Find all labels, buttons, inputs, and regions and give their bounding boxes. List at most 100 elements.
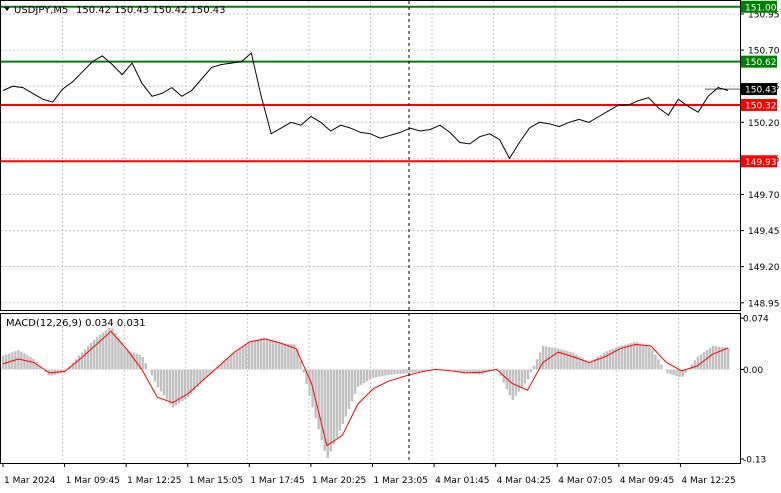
macd-bar [20, 351, 23, 370]
macd-bar [235, 350, 238, 370]
level-badge-label: 151.00 [745, 3, 777, 13]
time-tick-label: 1 Mar 20:25 [312, 476, 366, 486]
macd-bar [514, 369, 518, 396]
macd-bar [375, 369, 378, 378]
macd-bar [590, 360, 593, 370]
macd-bar [278, 342, 281, 370]
macd-bar [305, 369, 308, 385]
macd-bar [102, 332, 105, 370]
macd-bar [575, 354, 578, 370]
macd-bar [338, 369, 342, 431]
macd-bar [86, 346, 90, 370]
macd-bar [675, 369, 678, 377]
macd-bar [620, 345, 624, 370]
macd-bar [614, 347, 618, 370]
macd-bar [660, 364, 663, 370]
macd-bar [105, 330, 108, 370]
macd-bar [196, 369, 199, 388]
macd-bar [141, 357, 144, 370]
time-axis[interactable]: 1 Mar 2024 1 Mar 09:45 1 Mar 12:25 1 Mar 15… [2, 463, 736, 486]
macd-bar [359, 369, 363, 385]
macd-bar [205, 369, 208, 378]
current-price-badge [741, 83, 777, 96]
macd-bar [678, 369, 681, 378]
macd-bar [387, 369, 390, 376]
macd-bar [569, 351, 572, 370]
price-tick-label: 149.45 [748, 227, 780, 237]
macd-bar [165, 369, 169, 400]
macd-bar [326, 369, 329, 459]
macd-bar [508, 369, 511, 396]
macd-bar [645, 345, 648, 370]
macd-bar [378, 369, 381, 377]
macd-bar [608, 350, 612, 370]
macd-axis[interactable]: 0.074 0.00 -0.13 [740, 315, 769, 466]
macd-bar [271, 340, 275, 370]
macd-bar [520, 369, 524, 388]
macd-bar [347, 369, 351, 409]
macd-bar [450, 369, 454, 370]
macd-bar [238, 348, 242, 370]
macd-bar [708, 347, 712, 370]
macd-bar [80, 352, 84, 370]
level-badge [741, 0, 777, 13]
dropdown-triangle-icon[interactable] [4, 7, 10, 11]
macd-bar [74, 359, 78, 370]
macd-bar [208, 369, 211, 375]
level-badges: 151.00 150.62 150.32 149.93 150.43 [705, 0, 777, 168]
macd-bar [362, 369, 366, 384]
macd-bar [162, 369, 166, 396]
macd-bar [672, 369, 675, 376]
macd-bar [617, 346, 621, 370]
macd-bar [199, 369, 202, 384]
macd-bar [177, 369, 181, 404]
macd-bar [681, 369, 684, 377]
price-tick-label: 150.20 [748, 119, 780, 129]
macd-bar [447, 369, 451, 370]
macd-bar [408, 369, 411, 373]
macd-tick-label: -0.13 [743, 456, 766, 466]
macd-bar [287, 343, 290, 370]
macd-bar [626, 343, 630, 370]
macd-bar [699, 354, 703, 370]
macd-bar [444, 369, 448, 370]
macd-bar [344, 369, 348, 417]
chart-header: USDJPY,M5 150.42 150.43 150.42 150.43 [4, 5, 226, 16]
macd-bar [123, 346, 126, 370]
macd-bar [17, 350, 20, 370]
macd-bar [635, 342, 639, 370]
macd-bar [381, 369, 384, 377]
macd-bar [299, 360, 302, 370]
macd-bar [711, 345, 715, 370]
level-badge [741, 55, 777, 68]
time-tick-label: 4 Mar 01:45 [435, 476, 489, 486]
macd-bar [578, 356, 581, 370]
time-tick-label: 4 Mar 12:25 [681, 476, 735, 486]
macd-bar [372, 369, 375, 378]
macd-bar [220, 363, 223, 370]
macd-bar [99, 334, 102, 370]
price-tick-label: 148.95 [748, 299, 780, 309]
macd-bar [541, 345, 545, 370]
macd-bar [457, 369, 460, 372]
macd-bar [623, 344, 627, 370]
macd-bar [463, 369, 466, 373]
macd-bar [596, 356, 599, 370]
macd-bar [308, 369, 311, 396]
macd-bar [657, 359, 660, 370]
macd-bar [535, 359, 539, 370]
macd-bar [460, 369, 463, 372]
time-tick-label: 1 Mar 2024 [4, 476, 56, 486]
macd-bar [505, 369, 508, 390]
macd-bar [554, 348, 557, 370]
macd-bar [717, 346, 721, 370]
macd-bar [405, 369, 408, 374]
macd-bar [323, 369, 326, 451]
macd-bar [475, 369, 478, 375]
macd-bar [350, 369, 354, 402]
macd-bar [117, 337, 120, 370]
macd-bar [453, 369, 457, 371]
macd-bar [472, 369, 475, 374]
